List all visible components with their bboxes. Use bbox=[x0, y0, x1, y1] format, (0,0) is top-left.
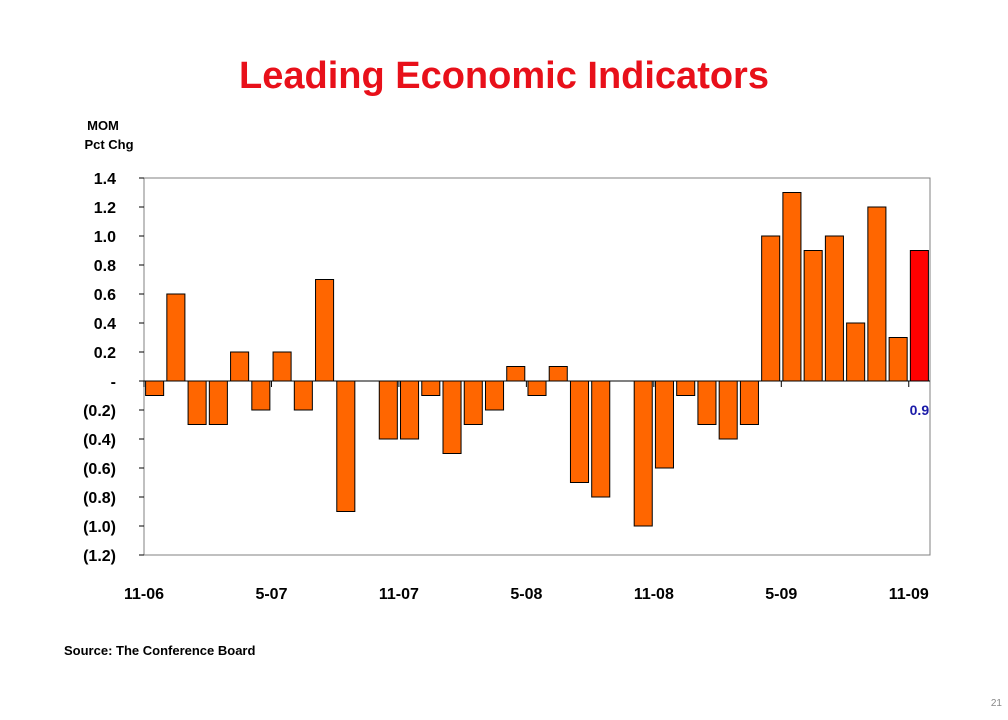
plot-area-frame bbox=[143, 177, 931, 556]
y-tick-label: (0.4) bbox=[83, 432, 116, 449]
bar-1-08 bbox=[442, 380, 462, 454]
x-tick-label: 5-09 bbox=[765, 586, 797, 603]
y-tick-label: 0.8 bbox=[94, 258, 116, 275]
y-tick-label: (1.2) bbox=[83, 548, 116, 565]
y-tick-label: (0.2) bbox=[83, 403, 116, 420]
bar-11-09 bbox=[909, 250, 929, 382]
x-tick-label: 11-08 bbox=[634, 586, 674, 603]
bar-12-07 bbox=[421, 380, 441, 396]
y-tick-label: (1.0) bbox=[83, 519, 116, 536]
value-callout: 0.9 bbox=[910, 402, 930, 418]
x-tick-label: 5-07 bbox=[255, 586, 287, 603]
bar-4-07 bbox=[251, 380, 271, 411]
bar-3-09 bbox=[739, 380, 759, 425]
y-tick-label: 1.4 bbox=[94, 171, 116, 188]
bar-2-07 bbox=[208, 380, 228, 425]
bar-11-08 bbox=[654, 380, 674, 469]
y-tick-label: (0.6) bbox=[83, 461, 116, 478]
bar-9-09 bbox=[867, 206, 887, 382]
bar-4-09 bbox=[761, 235, 781, 382]
bar-8-09 bbox=[846, 322, 866, 382]
bar-4-08 bbox=[506, 366, 526, 382]
bar-2-09 bbox=[718, 380, 738, 440]
bar-11-06 bbox=[145, 380, 165, 396]
bar-12-08 bbox=[676, 380, 696, 396]
bar-6-08 bbox=[548, 366, 568, 382]
y-tick-label: (0.8) bbox=[83, 490, 116, 507]
bar-7-09 bbox=[824, 235, 844, 382]
bar-5-08 bbox=[527, 380, 547, 396]
y-tick-label: 0.4 bbox=[94, 316, 116, 333]
bar-7-07 bbox=[315, 279, 335, 382]
bar-6-09 bbox=[803, 250, 823, 382]
y-tick-label: 0.2 bbox=[94, 345, 116, 362]
bar-1-07 bbox=[187, 380, 207, 425]
y-axis-label-line-2: Pct Chg bbox=[84, 137, 134, 152]
bar-1-09 bbox=[697, 380, 717, 425]
y-axis-label-line-1: MOM bbox=[87, 118, 119, 133]
page-number: 21 bbox=[990, 698, 1002, 709]
bar-5-09 bbox=[782, 192, 802, 382]
y-tick-label: 1.2 bbox=[94, 200, 116, 217]
bar-12-06 bbox=[166, 293, 186, 382]
bar-11-07 bbox=[400, 380, 420, 440]
x-tick-label: 11-07 bbox=[379, 586, 419, 603]
y-tick-label: 1.0 bbox=[94, 229, 116, 246]
x-tick-label: 5-08 bbox=[510, 586, 542, 603]
x-tick-label: 11-09 bbox=[889, 586, 929, 603]
bar-6-07 bbox=[293, 380, 313, 411]
bar-10-09 bbox=[888, 337, 908, 382]
bar-8-07 bbox=[336, 380, 356, 512]
bar-10-07 bbox=[378, 380, 398, 440]
bar-3-08 bbox=[484, 380, 505, 411]
source-note: Source: The Conference Board bbox=[64, 643, 256, 658]
y-tick-label: 0.6 bbox=[94, 287, 116, 304]
bar-7-08 bbox=[569, 380, 590, 483]
bar-2-08 bbox=[463, 380, 483, 425]
bar-5-07 bbox=[272, 351, 292, 382]
bar-10-08 bbox=[633, 380, 653, 527]
x-tick-label: 11-06 bbox=[124, 586, 164, 603]
bar-3-07 bbox=[230, 351, 250, 382]
page-title: Leading Economic Indicators bbox=[239, 55, 769, 97]
bar-8-08 bbox=[591, 380, 611, 498]
y-tick-label: - bbox=[111, 374, 116, 391]
